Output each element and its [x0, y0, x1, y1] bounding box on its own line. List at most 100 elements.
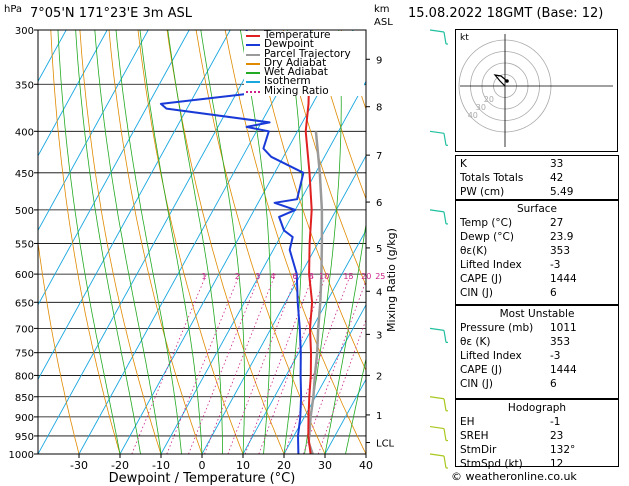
index-row: CIN (J) 6 — [460, 287, 618, 299]
wet-adiabat-line — [57, 30, 121, 454]
wet-adiabat-line — [75, 30, 141, 454]
temperature-tick-label: 40 — [359, 459, 373, 472]
isotherm-line — [38, 30, 149, 232]
index-row: PW (cm) 5.49 — [460, 186, 618, 198]
index-key: Lifted Index — [460, 259, 522, 271]
mixing-ratio-tick-label: 20 — [361, 272, 371, 281]
surface-box: Surface Temp (°C) 27 Dewp (°C) 23.9 θε(K) 353 L… — [455, 200, 619, 305]
index-key: CIN (J) — [460, 378, 493, 390]
index-key: Temp (°C) — [460, 217, 513, 229]
pressure-tick-label: 800 — [15, 371, 34, 382]
wind-barb — [429, 425, 448, 442]
dry-adiabat-line — [79, 30, 162, 454]
legend-swatch — [246, 44, 260, 47]
isotherm-line — [38, 30, 108, 157]
isotherm-line — [201, 154, 366, 454]
legend-item: Wet Adiabat — [244, 67, 364, 77]
index-key: Lifted Index — [460, 350, 522, 362]
wet-adiabat-line — [94, 30, 162, 454]
mixing-ratio-line — [204, 273, 276, 454]
mixing-ratio-tick-label: 8 — [309, 272, 314, 281]
hodograph-trace — [493, 74, 508, 87]
legend-swatch — [246, 62, 260, 65]
isotherm-line — [324, 378, 366, 454]
index-value: 1011 — [550, 322, 577, 334]
index-value: 353 — [550, 336, 571, 348]
dry-adiabat-line — [224, 30, 366, 454]
dry-adiabat-line — [38, 239, 80, 454]
pressure-tick-label: 300 — [15, 26, 34, 37]
index-value: 132° — [550, 444, 576, 456]
asl-label: ASL — [374, 17, 393, 28]
datetime-title: 15.08.2022 18GMT (Base: 12) — [408, 6, 604, 21]
index-key: StmDir — [460, 444, 497, 456]
mixing-ratio-line — [188, 273, 261, 454]
legend-item: Mixing Ratio — [244, 86, 364, 96]
legend-item: Parcel Trajectory — [244, 47, 364, 60]
hodograph-ring-label: 40 — [468, 111, 478, 120]
isotherm-line — [283, 303, 366, 454]
indices-box: K 33 Totals Totals 42 PW (cm) 5.49 — [455, 155, 619, 200]
height-tick-label: 3 — [376, 330, 382, 341]
legend-swatch — [246, 81, 260, 84]
pressure-tick-label: 450 — [15, 169, 34, 180]
index-value: 1444 — [550, 273, 577, 285]
index-row: SREH 23 — [460, 430, 618, 442]
index-key: Totals Totals — [460, 172, 524, 184]
pressure-tick-label: 350 — [15, 80, 34, 91]
dry-adiabat-line — [282, 30, 366, 287]
legend-label: Dry Adiabat — [264, 56, 327, 69]
isotherm-line — [119, 30, 354, 454]
legend-swatch — [246, 90, 260, 93]
index-row: Pressure (mb) 1011 — [460, 322, 618, 334]
mixing-ratio-line — [303, 279, 366, 454]
index-row: θε(K) 353 — [460, 245, 618, 257]
temperature-tick-label: -30 — [70, 459, 88, 472]
temperature-tick-label: 0 — [199, 459, 206, 472]
pressure-tick-label: 900 — [15, 413, 34, 424]
legend-item: Temperature — [244, 29, 364, 41]
index-key: θε (K) — [460, 336, 491, 348]
height-tick-label: 6 — [376, 198, 382, 209]
index-value: 6 — [550, 378, 557, 390]
index-row: K 33 — [460, 158, 618, 170]
index-row: StmSpd (kt) 12 — [460, 458, 618, 470]
hodograph-kt-label: kt — [460, 33, 469, 43]
wind-barb — [429, 209, 448, 225]
pressure-tick-label: 500 — [15, 206, 34, 217]
height-tick-label: 5 — [376, 244, 382, 255]
wet-adiabat-line — [324, 221, 366, 454]
dry-adiabat-line — [312, 30, 366, 200]
height-tick-label: 8 — [376, 103, 382, 114]
legend-swatch — [246, 35, 260, 37]
x-axis-label: Dewpoint / Temperature (°C) — [109, 471, 296, 486]
index-row: StmDir 132° — [460, 444, 618, 456]
mixing-ratio-tick-label: 2 — [235, 272, 240, 281]
mixing-ratio-line — [284, 273, 351, 454]
pressure-tick-label: 950 — [15, 432, 34, 443]
km-label: km — [374, 4, 390, 15]
legend-label: Temperature — [264, 29, 331, 41]
mixing-ratio-line — [244, 273, 314, 454]
index-key: EH — [460, 416, 475, 428]
pressure-tick-label: 650 — [15, 298, 34, 309]
isotherm-line — [242, 229, 366, 454]
height-tick-label: 2 — [376, 371, 382, 382]
index-key: CIN (J) — [460, 287, 493, 299]
legend-label: Parcel Trajectory — [264, 47, 351, 60]
wet-adiabat-line — [240, 30, 272, 454]
wet-adiabat-line — [365, 452, 366, 454]
legend-item: Dry Adiabat — [244, 56, 364, 69]
location-title: 7°05'N 171°23'E 3m ASL — [30, 6, 192, 21]
index-key: CAPE (J) — [460, 273, 503, 285]
index-value: 6 — [550, 287, 557, 299]
height-tick-label: LCL — [376, 439, 395, 450]
index-value: -3 — [550, 350, 561, 362]
wet-adiabat-line — [283, 30, 303, 454]
height-tick-label: 7 — [376, 151, 382, 162]
section-title: Surface — [516, 203, 557, 215]
mixing-ratio-tick-label: 4 — [270, 272, 275, 281]
index-key: θε(K) — [460, 245, 488, 257]
mixing-ratio-tick-label: 15 — [343, 272, 353, 281]
mixing-ratio-tick-label: 10 — [319, 272, 329, 281]
